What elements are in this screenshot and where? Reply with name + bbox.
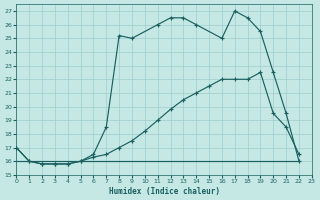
X-axis label: Humidex (Indice chaleur): Humidex (Indice chaleur) — [108, 187, 220, 196]
